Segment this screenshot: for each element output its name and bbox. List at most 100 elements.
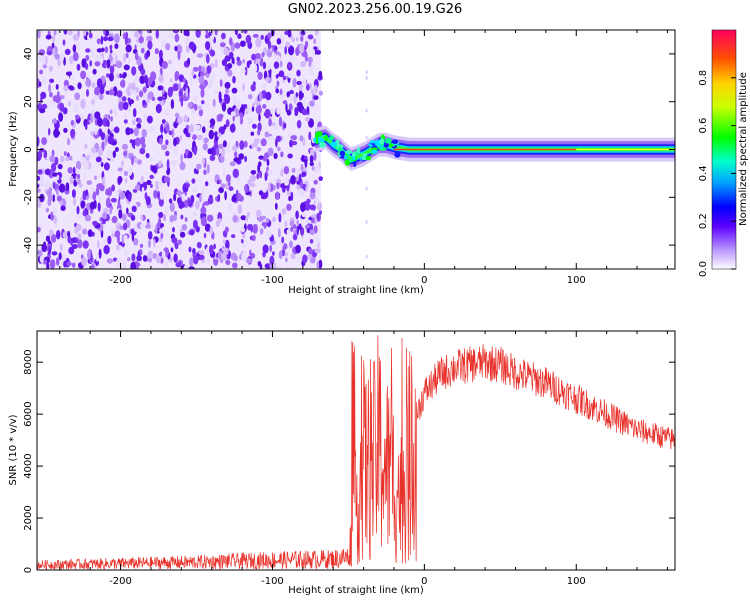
noise-blob xyxy=(135,137,141,147)
noise-blob xyxy=(140,175,144,184)
noise-blob xyxy=(144,192,148,200)
noise-blob xyxy=(267,32,272,39)
noise-blob xyxy=(52,172,58,177)
noise-blob xyxy=(102,128,107,133)
noise-blob xyxy=(71,262,76,268)
noise-blob xyxy=(161,39,166,47)
noise-blob xyxy=(244,155,248,163)
y-tick-label: 0 xyxy=(23,567,34,573)
noise-blob xyxy=(44,180,51,190)
noise-blob xyxy=(223,124,227,130)
noise-blob xyxy=(127,97,131,103)
noise-blob xyxy=(80,98,86,109)
noise-blob xyxy=(154,48,159,55)
noise-blob xyxy=(262,188,267,193)
noise-blob xyxy=(111,51,117,58)
noise-blob xyxy=(212,73,215,82)
noise-blob xyxy=(181,224,188,231)
noise-blob xyxy=(185,183,191,188)
noise-blob xyxy=(143,74,148,84)
noise-blob xyxy=(70,128,76,138)
noise-blob xyxy=(188,246,192,253)
noise-blob xyxy=(59,155,65,163)
noise-blob xyxy=(62,107,68,115)
noise-blob xyxy=(239,140,245,150)
noise-blob xyxy=(139,75,146,84)
noise-blob xyxy=(314,30,319,36)
noise-blob xyxy=(37,30,41,39)
y-tick-label: -40 xyxy=(23,237,34,253)
noise-blob xyxy=(297,103,303,112)
noise-blob xyxy=(68,246,75,255)
noise-blob xyxy=(56,188,59,196)
noise-blob xyxy=(225,259,231,265)
noise-blob xyxy=(207,197,214,205)
noise-blob xyxy=(291,141,298,146)
noise-blob xyxy=(257,129,261,136)
noise-blob xyxy=(173,214,177,221)
noise-blob xyxy=(147,231,153,240)
noise-blob xyxy=(114,147,119,152)
noise-blob xyxy=(58,112,64,122)
spectral-speck xyxy=(365,76,368,81)
noise-blob xyxy=(316,213,321,221)
noise-blob xyxy=(244,184,248,193)
noise-blob xyxy=(195,200,200,210)
noise-blob xyxy=(198,254,205,260)
noise-blob xyxy=(174,33,180,43)
noise-blob xyxy=(304,202,311,211)
noise-blob xyxy=(136,123,142,129)
noise-blob xyxy=(84,143,88,149)
noise-blob xyxy=(213,243,216,250)
noise-blob xyxy=(117,199,121,208)
noise-blob xyxy=(121,213,127,221)
noise-blob xyxy=(290,175,296,185)
noise-blob xyxy=(134,184,141,191)
noise-blob xyxy=(69,55,74,64)
noise-blob xyxy=(298,173,302,183)
noise-blob xyxy=(250,223,253,233)
noise-blob xyxy=(235,100,242,109)
noise-blob xyxy=(86,154,90,162)
noise-blob xyxy=(228,202,233,212)
noise-blob xyxy=(84,63,89,70)
noise-blob xyxy=(206,164,210,174)
noise-blob xyxy=(108,125,114,131)
carrier-band-core xyxy=(315,135,675,161)
noise-blob xyxy=(40,54,46,65)
noise-blob xyxy=(97,146,103,157)
noise-blob xyxy=(96,183,103,190)
noise-blob xyxy=(273,46,278,51)
noise-blob xyxy=(221,148,225,158)
noise-blob xyxy=(171,128,175,138)
noise-blob xyxy=(274,55,281,60)
noise-blob xyxy=(308,118,314,128)
noise-blob xyxy=(39,254,44,263)
noise-blob xyxy=(72,33,80,42)
noise-blob xyxy=(296,119,302,129)
noise-blob xyxy=(82,240,89,249)
noise-blob xyxy=(86,180,93,186)
noise-blob xyxy=(159,228,165,233)
noise-blob xyxy=(287,153,293,159)
noise-blob xyxy=(183,30,188,36)
noise-blob xyxy=(179,161,186,171)
noise-blob xyxy=(217,218,222,223)
noise-blob xyxy=(45,207,50,213)
noise-blob xyxy=(178,82,181,91)
noise-blob xyxy=(168,130,173,136)
noise-blob xyxy=(58,252,62,260)
noise-blob xyxy=(255,105,262,115)
turbulence-blob xyxy=(394,151,401,158)
noise-blob xyxy=(123,150,128,157)
noise-blob xyxy=(112,55,116,65)
noise-blob xyxy=(67,167,74,174)
noise-blob xyxy=(265,91,272,101)
noise-blob xyxy=(200,71,205,78)
noise-blob xyxy=(132,108,137,118)
noise-blob xyxy=(158,75,164,83)
noise-blob xyxy=(153,189,158,199)
noise-blob xyxy=(46,189,52,197)
